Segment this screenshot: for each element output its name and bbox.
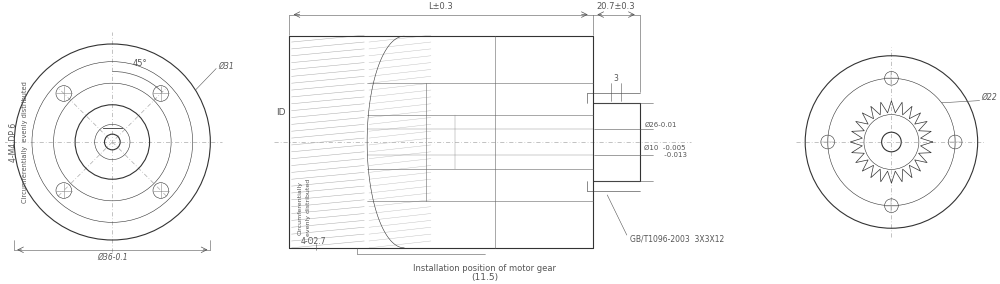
Text: Ø22: Ø22 [982,93,997,102]
Text: Ø31: Ø31 [218,62,234,71]
Text: Installation position of motor gear: Installation position of motor gear [413,264,556,273]
Text: Circumferentially: Circumferentially [298,181,303,235]
Text: Ø36-0.1: Ø36-0.1 [97,253,128,262]
Text: GB/T1096-2003  3X3X12: GB/T1096-2003 3X3X12 [630,235,724,244]
Text: Circumferentially  evenly distributed: Circumferentially evenly distributed [22,81,28,203]
Text: 4-ʘ2.7: 4-ʘ2.7 [300,237,326,246]
Text: (11.5): (11.5) [471,273,498,282]
Text: 4-M4 DP 6: 4-M4 DP 6 [9,122,18,162]
Text: 45°: 45° [132,59,147,68]
Text: 3: 3 [614,74,618,83]
Text: ID: ID [276,108,286,117]
Text: Ø26-0.01: Ø26-0.01 [644,121,677,127]
Text: Ø10  -0.005
         -0.013: Ø10 -0.005 -0.013 [644,145,687,158]
Text: evenly distributed: evenly distributed [306,179,311,236]
Text: L±0.3: L±0.3 [428,2,453,11]
Text: 20.7±0.3: 20.7±0.3 [597,2,635,11]
